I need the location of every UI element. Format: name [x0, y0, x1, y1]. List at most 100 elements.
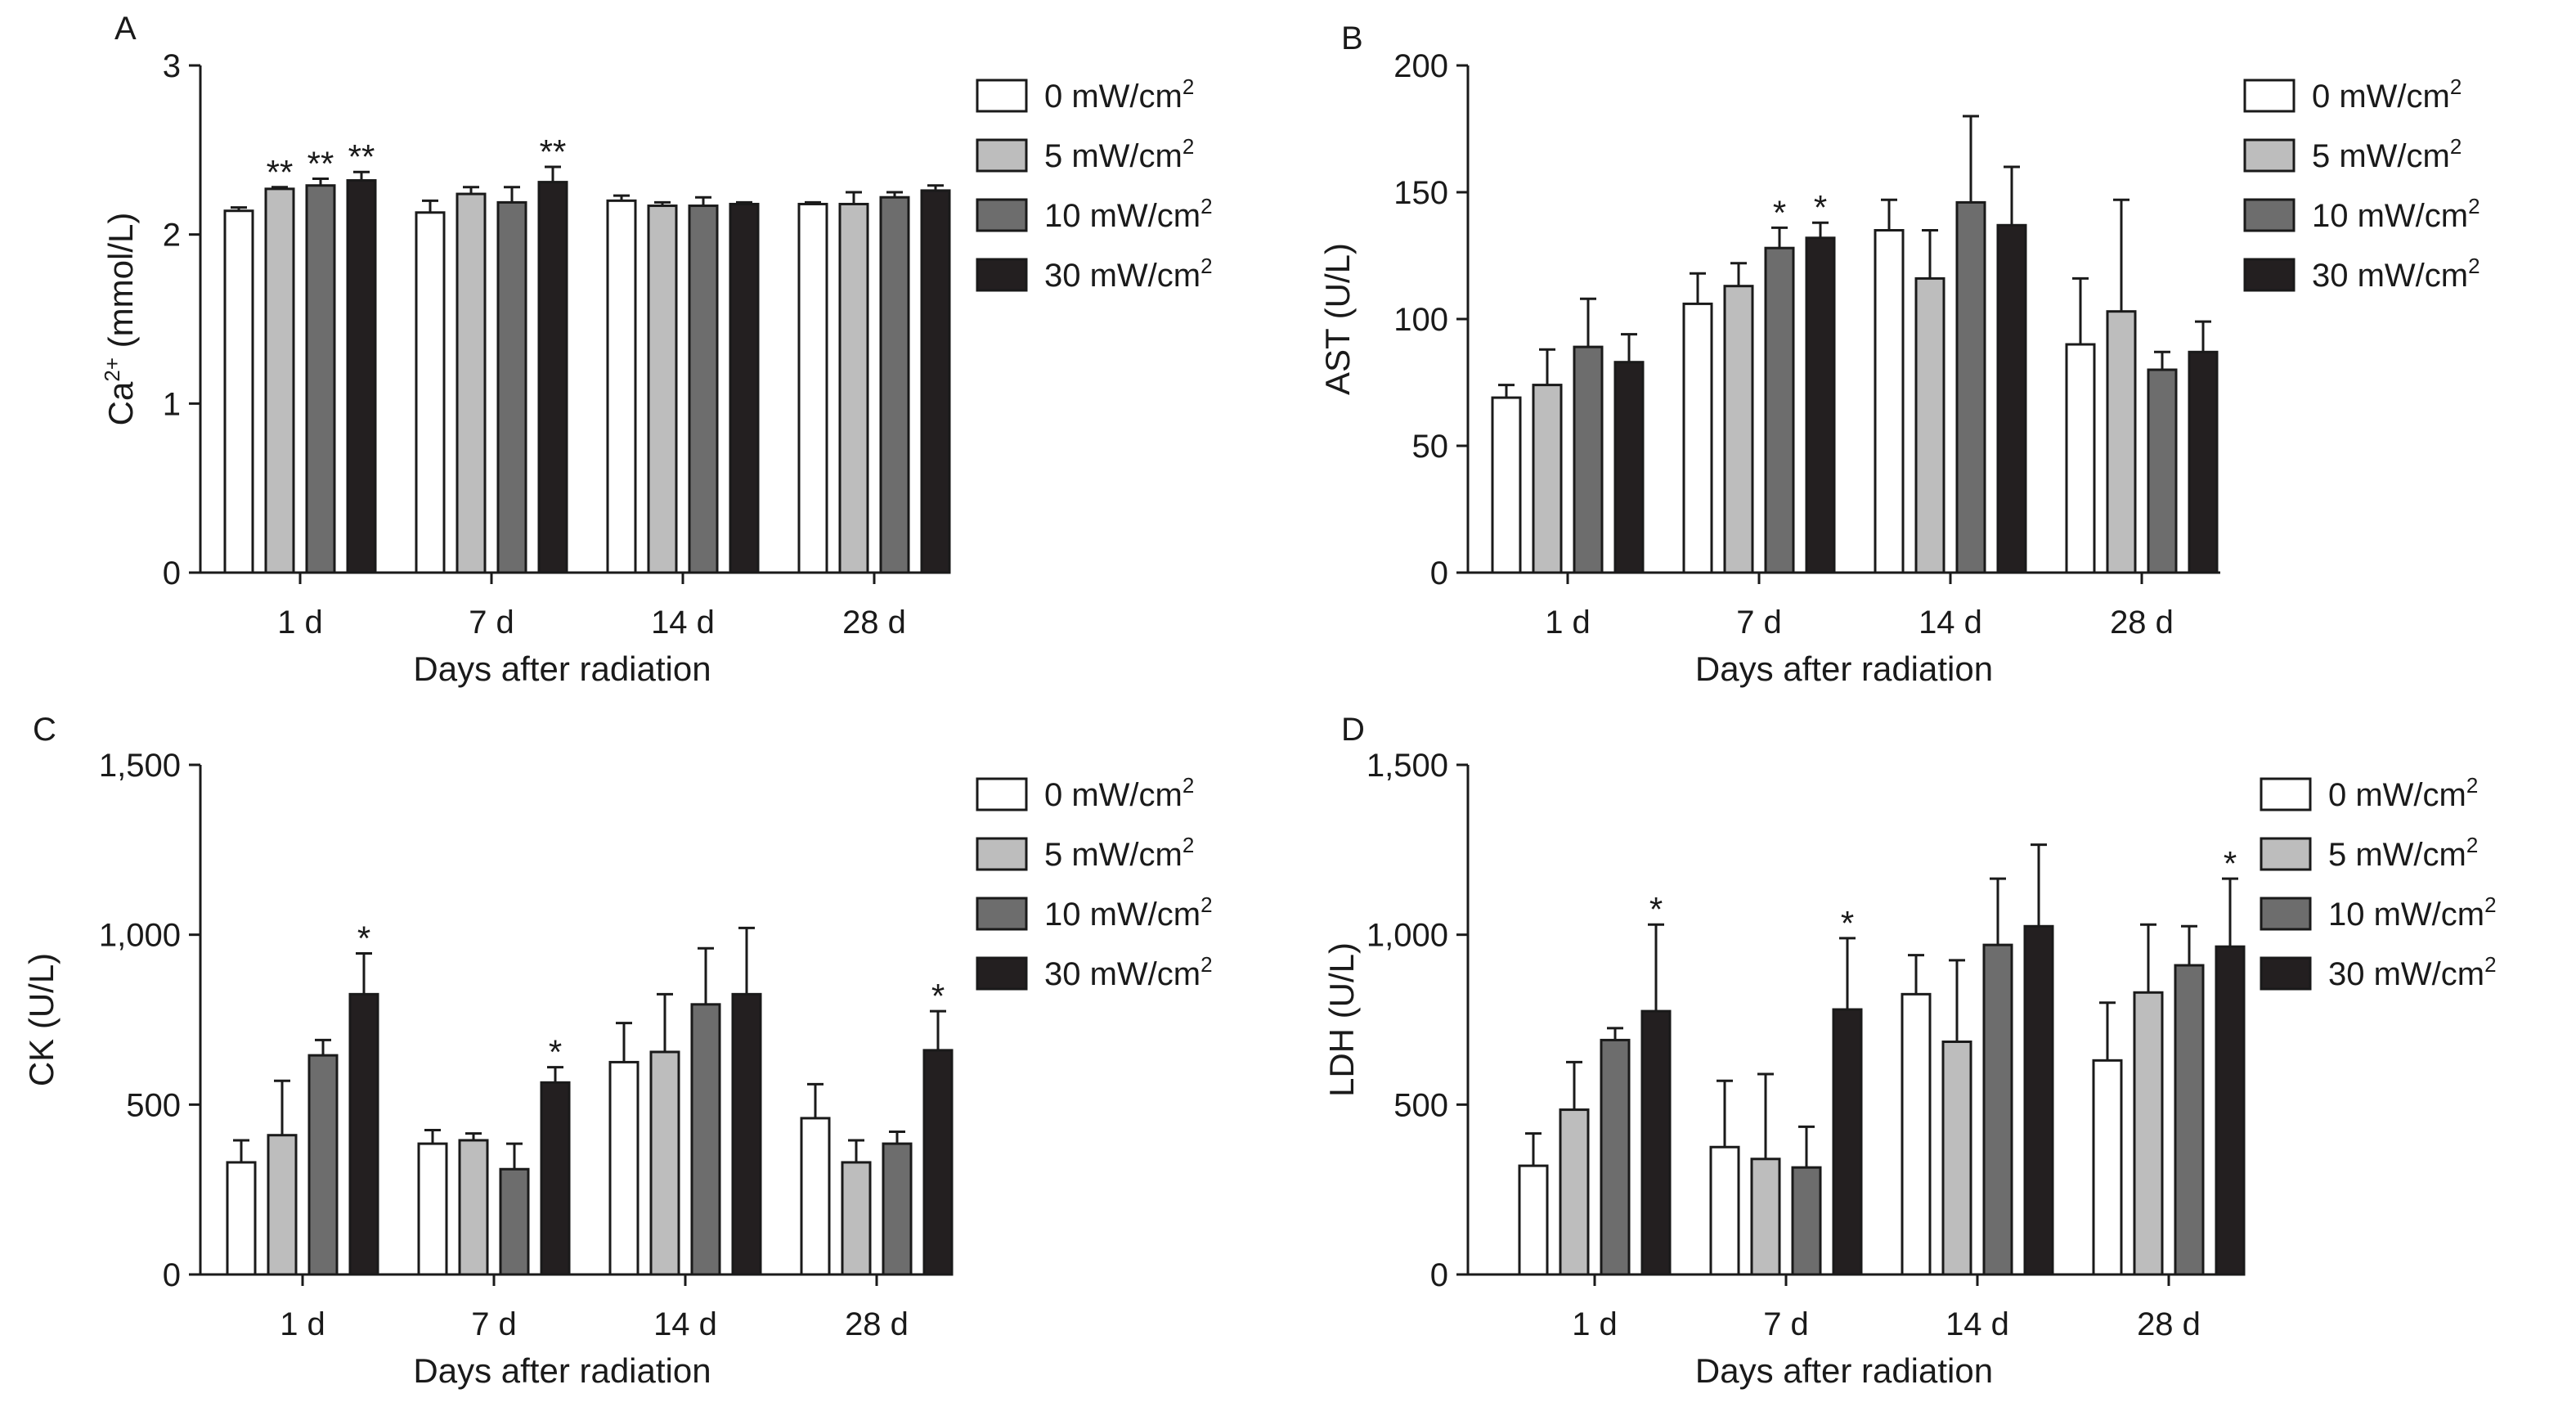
bar: [920, 189, 951, 574]
x-tick-label: 7 d: [469, 605, 514, 641]
legend-swatch: [2260, 956, 2312, 991]
bar: [456, 192, 487, 574]
x-tick-label: 28 d: [845, 1306, 909, 1342]
bar: [1573, 345, 1604, 574]
legend-label: 5 mW/cm2: [1044, 134, 1194, 174]
significance-marker: **: [540, 133, 567, 171]
bar: [1901, 992, 1932, 1276]
bar: [647, 205, 678, 574]
x-tick-label: 1 d: [1572, 1306, 1618, 1342]
bar: [496, 200, 527, 574]
bar: [1532, 384, 1563, 574]
bar: [1996, 223, 2027, 574]
bar: [1600, 1038, 1631, 1276]
x-axis-title: Days after radiation: [413, 650, 711, 688]
x-tick-label: 7 d: [471, 1306, 517, 1342]
bar: [1874, 229, 1905, 574]
legend-label-sup: 2: [2484, 892, 2496, 917]
legend-label-base: 5 mW/cm: [1044, 837, 1183, 873]
legend-swatch: [2260, 777, 2312, 811]
y-tick-label: 0: [163, 1257, 181, 1293]
bar: [797, 202, 828, 574]
legend-label-base: 0 mW/cm: [2328, 777, 2466, 813]
chart-panel-b: B 0 50 100 150 200 AST (U/L) 1 d * * 7 d 14 d 28 d Da…: [1318, 20, 2480, 688]
legend-swatch: [976, 837, 1028, 871]
legend-label-sup: 2: [1200, 194, 1212, 218]
legend-label-base: 0 mW/cm: [1044, 79, 1183, 115]
bar: [264, 187, 295, 574]
bar: [305, 184, 336, 574]
legend-swatch: [976, 138, 1028, 173]
bar: [1805, 236, 1836, 574]
legend-label: 0 mW/cm2: [2312, 74, 2462, 115]
bar: [1640, 1009, 1672, 1276]
x-tick-label: 14 d: [653, 1306, 717, 1342]
bar: [1518, 1164, 1549, 1276]
legend-label-sup: 2: [1183, 773, 1194, 798]
bar: [1955, 200, 1986, 574]
y-tick-label: 3: [163, 48, 181, 84]
bar: [348, 992, 379, 1276]
legend-swatch: [976, 198, 1028, 232]
legend: 0 mW/cm2 5 mW/cm2 10 mW/cm2 30 mW/cm 2: [2243, 74, 2480, 294]
bar: [729, 202, 760, 574]
legend-label: 5 mW/cm2: [1044, 833, 1194, 873]
bar: [731, 992, 762, 1276]
bar: [608, 1060, 640, 1276]
legend-label-sup: 2: [2450, 134, 2462, 159]
y-axis-title: Ca2+ (mmol/L): [100, 213, 140, 426]
bar: [690, 1003, 721, 1276]
legend-label-base: 30 mW/cm: [2312, 258, 2468, 294]
legend-label: 10 mW/cm2: [2328, 892, 2497, 933]
y-axis-title: LDH (U/L): [1322, 942, 1361, 1097]
legend-label: 10 mW/cm2: [1044, 194, 1213, 234]
legend-swatch: [2260, 897, 2312, 931]
significance-marker: *: [1814, 188, 1827, 227]
legend-label: 30 mW/cm2: [2328, 952, 2497, 992]
legend-swatch: [976, 79, 1028, 113]
y-axis-title-rest: (mmol/L): [101, 213, 140, 357]
legend-label-sup: 2: [2466, 833, 2478, 857]
legend-label: 5 mW/cm2: [2312, 134, 2462, 174]
legend-label-sup: 2: [1200, 952, 1212, 977]
y-tick-label: 1,500: [99, 748, 181, 784]
legend-swatch: [976, 897, 1028, 931]
bar: [226, 1161, 257, 1276]
legend-swatch: [2243, 138, 2296, 173]
legend-swatch: [976, 258, 1028, 292]
bar: [2092, 1059, 2123, 1276]
bar: [540, 1081, 571, 1276]
panel-letter: D: [1341, 712, 1365, 748]
significance-marker: *: [1649, 890, 1663, 928]
bar: [307, 1054, 339, 1276]
y-tick-label: 150: [1393, 175, 1448, 211]
x-tick-label: 7 d: [1763, 1306, 1809, 1342]
significance-marker: *: [549, 1033, 562, 1072]
y-tick-label: 500: [1393, 1087, 1448, 1123]
y-tick-label: 1,000: [99, 918, 181, 954]
x-tick-label: 1 d: [280, 1306, 325, 1342]
legend-label-base: 0 mW/cm: [2312, 79, 2450, 115]
bar: [1613, 361, 1645, 574]
bar: [2215, 945, 2246, 1276]
y-tick-label: 1,500: [1367, 748, 1448, 784]
legend-swatch: [976, 956, 1028, 991]
y-axis-title: AST (U/L): [1318, 243, 1357, 395]
legend-label: 5 mW/cm2: [2328, 833, 2478, 873]
bar: [2106, 310, 2137, 574]
bar: [922, 1049, 954, 1276]
legend-swatch: [2243, 198, 2296, 232]
legend-label: 30 mW/cm2: [1044, 254, 1213, 294]
bar: [838, 202, 869, 574]
y-tick-label: 0: [163, 555, 181, 591]
bar: [267, 1134, 298, 1276]
legend-label: 0 mW/cm2: [1044, 74, 1194, 115]
legend-swatch: [976, 777, 1028, 811]
chart-panel-c: C 0 500 1,000 1,500 CK (U/L) * 1 d * 7 d 14 d * 28 d…: [22, 712, 1213, 1390]
x-tick-label: 14 d: [1919, 605, 1982, 641]
bar: [800, 1117, 831, 1276]
legend-label: 10 mW/cm2: [2312, 194, 2480, 234]
legend-label-base: 30 mW/cm: [1044, 258, 1200, 294]
